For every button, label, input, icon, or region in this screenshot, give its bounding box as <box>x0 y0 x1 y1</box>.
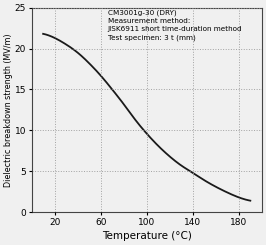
Y-axis label: Dielectric breakdown strength (MV/m): Dielectric breakdown strength (MV/m) <box>4 33 13 187</box>
X-axis label: Temperature (°C): Temperature (°C) <box>102 231 192 241</box>
Text: CM3001g-30 (DRY)
Measurement method:
JISK6911 short time-duration method
Test sp: CM3001g-30 (DRY) Measurement method: JIS… <box>107 10 242 41</box>
